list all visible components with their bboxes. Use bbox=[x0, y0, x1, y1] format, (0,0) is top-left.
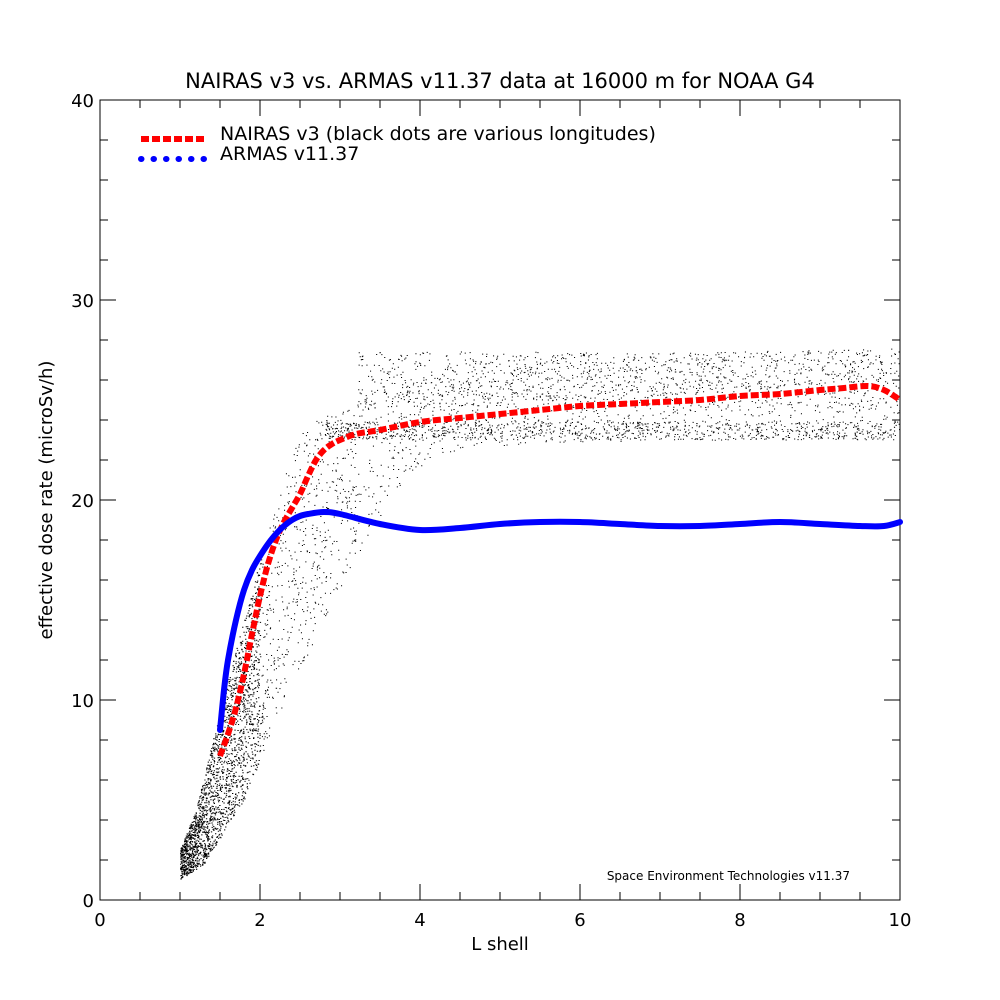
x-tick-label: 8 bbox=[734, 910, 745, 931]
axis-ticks: 0 2 4 6 8 10 0 10 20 30 40 bbox=[71, 91, 911, 931]
x-tick-label: 4 bbox=[414, 910, 425, 931]
legend-label-armas: ARMAS v11.37 bbox=[220, 143, 359, 165]
series-line-nairas bbox=[217, 382, 902, 758]
legend: NAIRAS v3 (black dots are various longit… bbox=[138, 123, 656, 165]
longitude-dots-core bbox=[180, 568, 262, 880]
y-tick-label: 0 bbox=[83, 891, 94, 912]
credit-text: Space Environment Technologies v11.37 bbox=[607, 869, 850, 883]
x-tick-label: 2 bbox=[254, 910, 265, 931]
x-tick-label: 0 bbox=[94, 910, 105, 931]
legend-label-nairas: NAIRAS v3 (black dots are various longit… bbox=[220, 123, 656, 145]
x-axis-label: L shell bbox=[471, 934, 529, 955]
chart-title: NAIRAS v3 vs. ARMAS v11.37 data at 16000… bbox=[185, 69, 815, 93]
series-lines bbox=[217, 382, 903, 758]
y-tick-label: 40 bbox=[71, 91, 94, 112]
x-tick-label: 6 bbox=[574, 910, 585, 931]
plot-frame bbox=[99, 99, 901, 901]
y-tick-label: 20 bbox=[71, 491, 94, 512]
y-tick-label: 30 bbox=[71, 291, 94, 312]
x-tick-label: 10 bbox=[889, 910, 912, 931]
series-line-armas bbox=[217, 508, 903, 733]
longitude-dots bbox=[180, 348, 901, 879]
longitude-dot-cloud bbox=[180, 348, 901, 880]
y-tick-label: 10 bbox=[71, 691, 94, 712]
y-axis-label: effective dose rate (microSv/h) bbox=[36, 361, 57, 640]
